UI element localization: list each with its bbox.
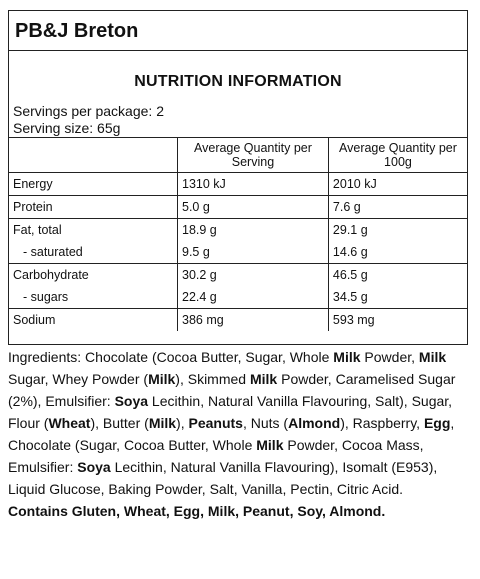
ingredient-text: Lecithin, Natural Vanilla Flavouring, Sa…	[8, 393, 453, 431]
row-label: Fat, total	[9, 218, 178, 241]
row-per-100g: 2010 kJ	[327, 172, 467, 196]
ingredients-section: Ingredients: Chocolate (Cocoa Butter, Su…	[8, 346, 472, 522]
allergen-word: Milk	[418, 349, 447, 365]
ingredient-text: Powder, Cocoa Mass, Emulsifier:	[8, 437, 424, 475]
servings-info: Servings per package: 2 Serving size: 65…	[9, 103, 467, 137]
table-row: Fat, total 18.9 g 29.1 g	[9, 218, 467, 241]
allergen-word: Almond	[288, 415, 341, 431]
table-row: - sugars 22.4 g 34.5 g	[9, 286, 467, 309]
row-per-serving: 18.9 g	[177, 218, 329, 241]
row-per-serving: 1310 kJ	[177, 172, 329, 196]
nutrition-panel: PB&J Breton NUTRITION INFORMATION Servin…	[8, 10, 468, 345]
table-row: Carbohydrate 30.2 g 46.5 g	[9, 263, 467, 286]
allergen-word: Milk	[148, 415, 177, 431]
allergen-word: Milk	[256, 437, 284, 453]
allergen-word: Soya	[77, 459, 111, 475]
ingredient-text: ), Raspberry,	[340, 415, 424, 431]
row-per-serving: 22.4 g	[177, 286, 329, 309]
ingredient-text: ), Skimmed	[175, 371, 250, 387]
row-per-100g: 34.5 g	[327, 286, 467, 309]
row-per-100g: 14.6 g	[327, 241, 467, 264]
ingredient-text: Sugar, Whey Powder (	[8, 371, 149, 387]
header-blank	[9, 137, 178, 173]
row-per-serving: 30.2 g	[177, 263, 329, 286]
row-per-100g: 593 mg	[327, 308, 467, 331]
table-header-row: Average Quantity per Serving Average Qua…	[9, 137, 467, 173]
header-per-100g: Average Quantity per 100g	[327, 137, 467, 173]
ingredient-text: ),	[176, 415, 189, 431]
allergen-word: Soya	[114, 393, 149, 409]
nutrition-table: Average Quantity per Serving Average Qua…	[9, 137, 467, 331]
row-label: - sugars	[9, 286, 178, 309]
product-title: PB&J Breton	[9, 11, 467, 51]
table-row: Protein 5.0 g 7.6 g	[9, 195, 467, 219]
row-label: Protein	[9, 195, 178, 219]
table-row: Energy 1310 kJ 2010 kJ	[9, 172, 467, 196]
row-label: Energy	[9, 172, 178, 196]
row-per-100g: 29.1 g	[327, 218, 467, 241]
serving-size: Serving size: 65g	[13, 120, 121, 136]
row-label: - saturated	[9, 241, 178, 264]
ingredient-text: Powder, Caramelised Sugar (2%), Emulsifi…	[8, 371, 456, 409]
allergen-word: Egg	[423, 415, 451, 431]
ingredient-text: Powder,	[360, 349, 419, 365]
allergen-word: Milk	[148, 371, 176, 387]
ingredient-text: Ingredients: Chocolate (Cocoa Butter, Su…	[8, 349, 334, 365]
row-per-serving: 9.5 g	[177, 241, 329, 264]
row-per-100g: 7.6 g	[327, 195, 467, 219]
allergen-word: Peanuts	[188, 415, 243, 431]
servings-per-package: Servings per package: 2	[13, 103, 164, 119]
row-per-100g: 46.5 g	[327, 263, 467, 286]
table-row: Sodium 386 mg 593 mg	[9, 308, 467, 331]
header-per-serving: Average Quantity per Serving	[177, 137, 329, 173]
allergen-word: Wheat	[48, 415, 91, 431]
ingredient-text: ), Butter (	[90, 415, 149, 431]
ingredients-text: Ingredients: Chocolate (Cocoa Butter, Su…	[8, 346, 472, 500]
row-per-serving: 5.0 g	[177, 195, 329, 219]
allergen-statement: Contains Gluten, Wheat, Egg, Milk, Peanu…	[8, 503, 386, 519]
ingredient-text: , Nuts (	[242, 415, 289, 431]
panel-heading: NUTRITION INFORMATION	[134, 73, 342, 90]
ingredient-text: , Chocolate (Sugar, Cocoa Butter, Whole	[8, 415, 455, 453]
row-per-serving: 386 mg	[177, 308, 329, 331]
row-label: Sodium	[9, 308, 178, 331]
allergen-word: Milk	[249, 371, 278, 387]
allergen-word: Milk	[333, 349, 361, 365]
row-label: Carbohydrate	[9, 263, 178, 286]
table-row: - saturated 9.5 g 14.6 g	[9, 241, 467, 264]
ingredient-text: Lecithin, Natural Vanilla Flavouring), I…	[8, 459, 438, 497]
